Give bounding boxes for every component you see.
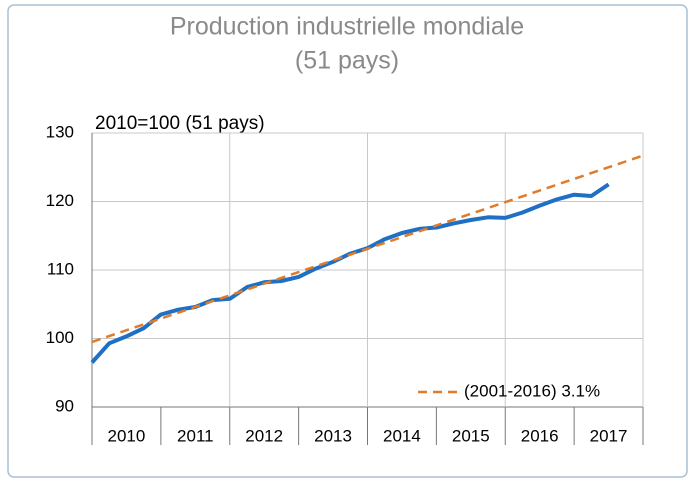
x-tick-label: 2010 (108, 426, 146, 445)
x-tick-label: 2011 (177, 426, 214, 445)
frame (7, 4, 688, 478)
x-tick-label: 2012 (245, 426, 283, 445)
x-tick-label: 2017 (590, 426, 628, 445)
legend-label: (2001-2016) 3.1% (464, 381, 600, 400)
x-tick-label: 2014 (383, 426, 421, 445)
y-tick-label: 100 (46, 328, 74, 347)
x-tick-label: 2015 (452, 426, 490, 445)
y-tick-label: 130 (46, 122, 74, 141)
x-tick-label: 2016 (521, 426, 559, 445)
y-axis-label: 2010=100 (51 pays) (95, 113, 265, 134)
trend-line (91, 154, 644, 344)
chart-subtitle: (51 pays) (295, 47, 399, 75)
y-tick-label: 110 (47, 259, 74, 278)
x-tick-label: 2013 (314, 426, 352, 445)
chart-title: Production industrielle mondiale (170, 13, 524, 41)
y-tick-label: 120 (46, 191, 74, 210)
y-tick-label: 90 (55, 396, 74, 415)
